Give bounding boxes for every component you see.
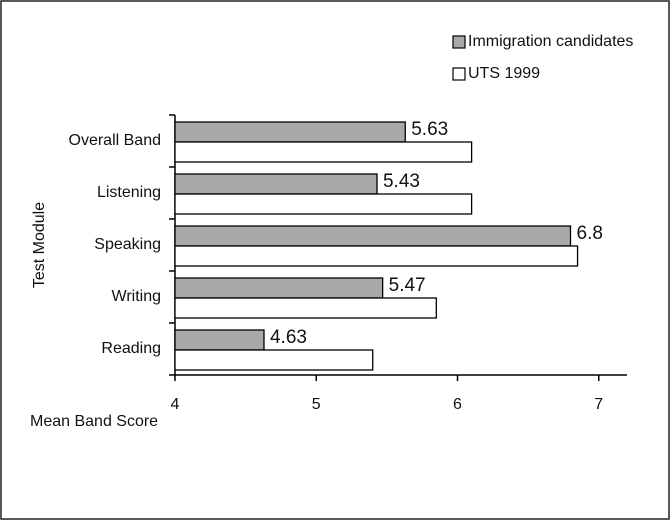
x-tick-label: 5 (312, 396, 321, 413)
bar (174, 297, 437, 319)
y-tick-label: Listening (97, 184, 161, 201)
bar (174, 349, 374, 371)
legend-label: Immigration candidates (468, 33, 633, 50)
value-label: 6.8 (577, 223, 603, 244)
y-tick-label: Speaking (94, 236, 161, 253)
bar (174, 121, 406, 143)
legend-swatch (452, 67, 466, 81)
x-tick-label: 7 (594, 396, 603, 413)
value-label: 5.47 (389, 275, 426, 296)
bar (174, 329, 265, 351)
bar (174, 277, 384, 299)
value-label: 4.63 (270, 327, 307, 348)
y-axis-label: Test Module (31, 202, 48, 288)
bar (174, 173, 378, 195)
bar (174, 245, 579, 267)
x-axis-label: Mean Band Score (30, 413, 158, 430)
y-tick-label: Writing (112, 288, 162, 305)
bar (174, 141, 473, 163)
bar (174, 193, 473, 215)
x-tick-label: 4 (171, 396, 180, 413)
y-tick-label: Reading (101, 340, 161, 357)
legend-label: UTS 1999 (468, 65, 540, 82)
bar (174, 225, 572, 247)
y-tick-label: Overall Band (69, 132, 162, 149)
value-label: 5.43 (383, 171, 420, 192)
legend-swatch (452, 35, 466, 49)
x-tick-label: 6 (453, 396, 462, 413)
value-label: 5.63 (411, 119, 448, 140)
